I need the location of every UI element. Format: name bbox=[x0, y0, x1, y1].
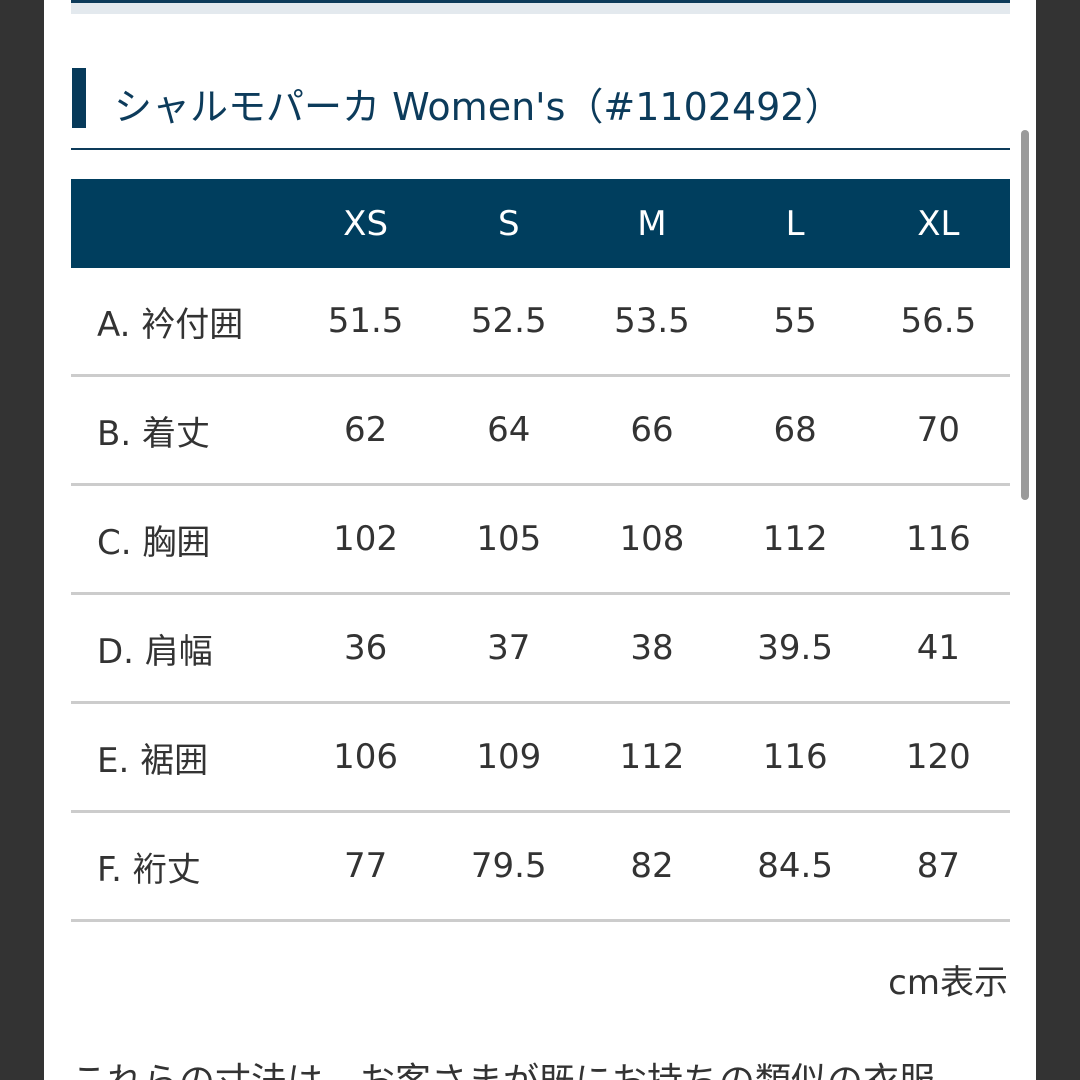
column-header: S bbox=[437, 179, 581, 268]
unit-note: cm表示 bbox=[888, 963, 1008, 1003]
page: シャルモパーカ Women's（#1102492） XS S M L XL A. 衿付囲 5… bbox=[44, 0, 1036, 1080]
cell: 109 bbox=[437, 702, 581, 813]
size-table: XS S M L XL A. 衿付囲 51.5 52.5 53.5 55 56.5 B. 着丈 62 64… bbox=[71, 179, 1010, 922]
cell: 108 bbox=[580, 484, 724, 595]
cell: 106 bbox=[294, 702, 438, 813]
row-label: F. 裄丈 bbox=[71, 811, 294, 922]
top-band bbox=[71, 0, 1010, 14]
row-label: E. 裾囲 bbox=[71, 702, 294, 813]
column-header: L bbox=[723, 179, 867, 268]
table-row: A. 衿付囲 51.5 52.5 53.5 55 56.5 bbox=[71, 268, 1010, 377]
table-row: E. 裾囲 106 109 112 116 120 bbox=[71, 702, 1010, 813]
table-row: D. 肩幅 36 37 38 39.5 41 bbox=[71, 593, 1010, 704]
row-label: D. 肩幅 bbox=[71, 593, 294, 704]
cell: 116 bbox=[866, 484, 1010, 595]
cell: 41 bbox=[866, 593, 1010, 704]
cell: 39.5 bbox=[723, 593, 867, 704]
cell: 52.5 bbox=[437, 268, 581, 377]
description: これらの寸法は、お客さまが既にお持ちの類似の衣服 bbox=[71, 1052, 935, 1080]
row-label: A. 衿付囲 bbox=[71, 268, 294, 377]
header-row: XS S M L XL bbox=[71, 179, 1010, 268]
cell: 82 bbox=[580, 811, 724, 922]
cell: 55 bbox=[723, 268, 867, 377]
cell: 53.5 bbox=[580, 268, 724, 377]
cell: 66 bbox=[580, 375, 724, 486]
scrollbar[interactable] bbox=[1021, 130, 1029, 500]
row-label: B. 着丈 bbox=[71, 375, 294, 486]
cell: 51.5 bbox=[294, 268, 438, 377]
cell: 62 bbox=[294, 375, 438, 486]
cell: 112 bbox=[723, 484, 867, 595]
table-row: F. 裄丈 77 79.5 82 84.5 87 bbox=[71, 811, 1010, 922]
cell: 38 bbox=[580, 593, 724, 704]
row-label: C. 胸囲 bbox=[71, 484, 294, 595]
cell: 120 bbox=[866, 702, 1010, 813]
cell: 56.5 bbox=[866, 268, 1010, 377]
cell: 70 bbox=[866, 375, 1010, 486]
column-header: M bbox=[580, 179, 724, 268]
cell: 112 bbox=[580, 702, 724, 813]
cell: 36 bbox=[294, 593, 438, 704]
title-accent bbox=[72, 68, 86, 128]
cell: 105 bbox=[437, 484, 581, 595]
cell: 79.5 bbox=[437, 811, 581, 922]
cell: 64 bbox=[437, 375, 581, 486]
cell: 102 bbox=[294, 484, 438, 595]
table-row: C. 胸囲 102 105 108 112 116 bbox=[71, 484, 1010, 595]
cell: 87 bbox=[866, 811, 1010, 922]
column-header bbox=[71, 179, 294, 268]
cell: 37 bbox=[437, 593, 581, 704]
cell: 84.5 bbox=[723, 811, 867, 922]
table-row: B. 着丈 62 64 66 68 70 bbox=[71, 375, 1010, 486]
title-rule bbox=[71, 148, 1010, 150]
cell: 68 bbox=[723, 375, 867, 486]
cell: 116 bbox=[723, 702, 867, 813]
column-header: XL bbox=[866, 179, 1010, 268]
title: シャルモパーカ Women's（#1102492） bbox=[114, 85, 843, 129]
column-header: XS bbox=[294, 179, 438, 268]
cell: 77 bbox=[294, 811, 438, 922]
